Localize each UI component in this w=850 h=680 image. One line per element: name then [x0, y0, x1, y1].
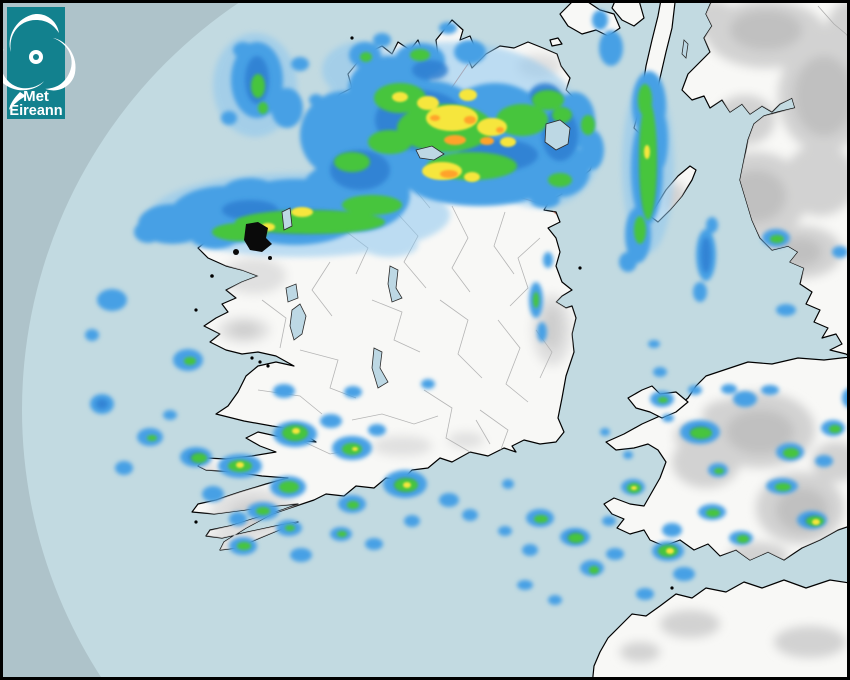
lough-derg — [371, 347, 389, 389]
lough-mask — [285, 283, 299, 303]
logo-text-line1: Met — [23, 88, 49, 105]
met-eireann-spiral-icon — [0, 14, 87, 110]
lakes — [281, 39, 689, 389]
logo-text-line2: Éireann — [9, 102, 62, 119]
radar-clutter-artifact — [233, 222, 272, 260]
rain-layer-intense — [430, 115, 504, 178]
lough-erne — [415, 145, 445, 161]
loch-ryan — [681, 39, 689, 59]
met-eireann-logo: Met Éireann — [0, 7, 87, 119]
lough-ree — [387, 265, 403, 303]
small-islands — [194, 36, 674, 590]
lough-corrib — [289, 303, 307, 341]
lough-conn — [281, 207, 293, 231]
landmasses — [191, 0, 850, 680]
rathlin-island — [549, 37, 563, 47]
lough-neagh — [544, 119, 571, 151]
